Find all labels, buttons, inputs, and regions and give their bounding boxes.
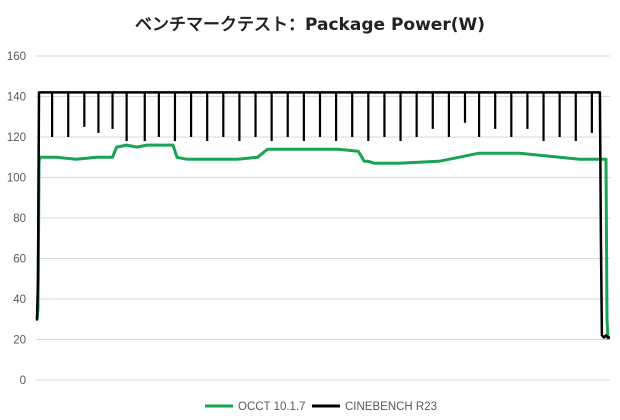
y-tick-label: 40 (13, 294, 26, 306)
y-tick-label: 140 (7, 92, 26, 104)
y-tick-label: 100 (7, 173, 26, 185)
y-tick-label: 0 (20, 375, 26, 387)
series-layer (35, 91, 610, 340)
y-tick-label: 80 (13, 213, 26, 225)
y-tick-label: 20 (13, 335, 26, 347)
legend: OCCT 10.1.7 CINEBENCH R23 (205, 401, 437, 413)
series-line-occt (35, 143, 610, 340)
legend-label: OCCT 10.1.7 (238, 401, 306, 413)
y-tick-label: 120 (7, 132, 26, 144)
chart-title: ベンチマークテスト：Package Power(W) (135, 15, 485, 35)
y-tick-label: 160 (7, 51, 26, 63)
y-axis-ticks: 0 20 40 60 80 100 120 140 160 (7, 51, 26, 387)
series-line-cinebench (35, 91, 610, 339)
grid (36, 55, 610, 381)
legend-label: CINEBENCH R23 (345, 401, 437, 413)
y-tick-label: 60 (13, 254, 26, 266)
